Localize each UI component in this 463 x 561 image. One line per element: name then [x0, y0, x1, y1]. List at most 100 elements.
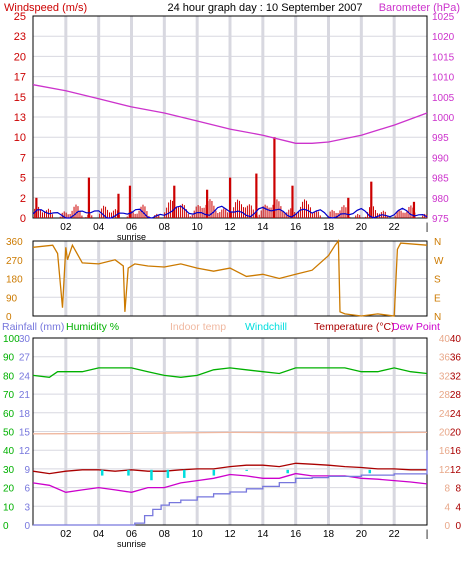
windchill-dip: [286, 469, 289, 474]
p3-xtick-22: 22: [389, 529, 401, 540]
p1-xtick-10: 10: [192, 222, 204, 233]
rainfall-line: [33, 450, 428, 526]
p1-ytick-right-2: 985: [432, 174, 449, 185]
p2-compass-3: E: [434, 293, 441, 304]
p3-axis-title-5: Dew Point: [392, 321, 440, 333]
p1-ytick-right-6: 1005: [432, 93, 455, 104]
wind-gust-bar: [255, 173, 258, 218]
p3-ytick-humidity-9: 90: [3, 353, 15, 364]
p1-ytick-2: 5: [20, 173, 26, 185]
p1-ytick-right-10: 1025: [432, 12, 455, 23]
p3-xtick-04: 04: [93, 529, 105, 540]
windchill-dip: [166, 469, 170, 478]
p3-ytick-temp-5: 20: [450, 428, 462, 439]
p1-ytick-8: 20: [14, 51, 26, 63]
p3-axis-title-1: Humidity %: [66, 321, 119, 333]
p3-ytick-humidity-4: 40: [3, 446, 15, 457]
p3-ytick-temp-2: 8: [455, 484, 461, 495]
p3-ytick-indoor-4: 16: [439, 446, 451, 457]
p1-ytick-7: 17: [14, 72, 26, 84]
p2-frame: [32, 240, 428, 317]
wind-gust-bar: [206, 189, 209, 218]
p1-xtick-22: 22: [389, 222, 401, 233]
wind-gust-bar: [291, 185, 294, 218]
p3-ytick-humidity-8: 80: [3, 371, 15, 382]
dewpoint-line: [32, 472, 428, 493]
p1-ytick-right-5: 1000: [432, 113, 455, 124]
p1-xtick-06: 06: [126, 222, 138, 233]
p1-xtick-04: 04: [93, 222, 105, 233]
p3-ytick-indoor-8: 32: [439, 371, 451, 382]
p3-ytick-temp-9: 36: [450, 353, 462, 364]
p3-ytick-temp-6: 24: [450, 409, 462, 420]
p3-ytick-temp-1: 4: [455, 502, 461, 513]
p3-ytick-rain-7: 21: [19, 390, 31, 401]
wind-gust-bar: [412, 201, 416, 218]
p3-ytick-rain-3: 9: [24, 465, 30, 476]
wind-gust-bar: [370, 181, 373, 218]
p2-compass-0: N: [434, 237, 441, 248]
p3-xtick-16: 16: [290, 529, 302, 540]
p3-ytick-temp-7: 28: [450, 390, 462, 401]
p3-axis-title-2: Indoor temp: [170, 321, 226, 333]
wind-gust-bar: [273, 137, 276, 218]
p3-ytick-temp-3: 12: [450, 465, 462, 476]
p3-ytick-humidity-0: 0: [3, 521, 9, 532]
p1-ytick-3: 7: [20, 152, 26, 164]
p1-ytick-right-3: 990: [432, 153, 449, 164]
p2-ytick-3: 270: [6, 256, 23, 267]
windspeed-axis-title: Windspeed (m/s): [4, 2, 87, 14]
p2-ytick-2: 180: [6, 275, 23, 286]
p2-compass-4: N: [434, 312, 441, 323]
p1-ytick-10: 25: [14, 11, 26, 23]
temperature-humidity-panel: Rainfall (mm) Humidity % Indoor temp Windch…: [2, 321, 461, 549]
wind-gust-bar: [87, 177, 91, 218]
windchill-dip: [127, 469, 130, 476]
p3-axis-title-4: Temperature (°C): [314, 321, 395, 333]
p3-ytick-rain-5: 15: [19, 428, 31, 439]
p2-ytick-4: 360: [6, 237, 23, 248]
p3-ytick-indoor-5: 20: [439, 428, 451, 439]
p3-xtick-02: 02: [60, 529, 72, 540]
p2-compass-1: W: [434, 256, 444, 267]
p3-ytick-indoor-1: 4: [444, 502, 450, 513]
graph-title: 24 hour graph day : 10 September 2007: [167, 2, 362, 14]
p3-xtick-14: 14: [257, 529, 269, 540]
wind-direction-line: [32, 239, 428, 317]
p3-ytick-rain-4: 12: [19, 446, 31, 457]
p1-xtick-08: 08: [159, 222, 171, 233]
p3-axis-title-0: Rainfall (mm): [2, 321, 64, 333]
p3-xtick-12: 12: [224, 529, 236, 540]
p1-ytick-right-8: 1015: [432, 52, 455, 63]
p2-compass-2: S: [434, 275, 441, 286]
temperature-line: [32, 462, 427, 475]
barometer-line: [32, 84, 428, 144]
p3-ytick-temp-10: 40: [450, 334, 462, 345]
wind-gust-bar: [117, 193, 120, 218]
windchill-dip: [183, 469, 186, 478]
p2-ytick-1: 90: [6, 293, 18, 304]
p1-ytick-right-1: 980: [432, 194, 449, 205]
wind-gust-bar: [128, 185, 132, 218]
p1-ytick-4: 10: [14, 132, 26, 144]
p2-ytick-0: 0: [6, 312, 12, 323]
p3-ytick-temp-0: 0: [455, 521, 461, 532]
p3-ytick-indoor-7: 28: [439, 390, 451, 401]
p3-ytick-temp-4: 16: [450, 446, 462, 457]
p3-xtick-18: 18: [323, 529, 335, 540]
p1-xtick-16: 16: [290, 222, 302, 233]
wind-barometer-panel: 0257101315172023259759809859909951000100…: [14, 11, 455, 242]
p3-ytick-humidity-7: 70: [3, 390, 15, 401]
p1-sunrise-label: sunrise: [117, 232, 146, 242]
p3-frame: [32, 337, 428, 526]
p3-ytick-indoor-2: 8: [444, 484, 450, 495]
p1-ytick-6: 15: [14, 92, 26, 104]
p1-ytick-right-9: 1020: [432, 32, 455, 43]
p1-xtick-12: 12: [224, 222, 236, 233]
p1-ytick-0: 0: [20, 213, 26, 225]
p1-xtick-20: 20: [356, 222, 368, 233]
p3-ytick-indoor-3: 12: [439, 465, 451, 476]
